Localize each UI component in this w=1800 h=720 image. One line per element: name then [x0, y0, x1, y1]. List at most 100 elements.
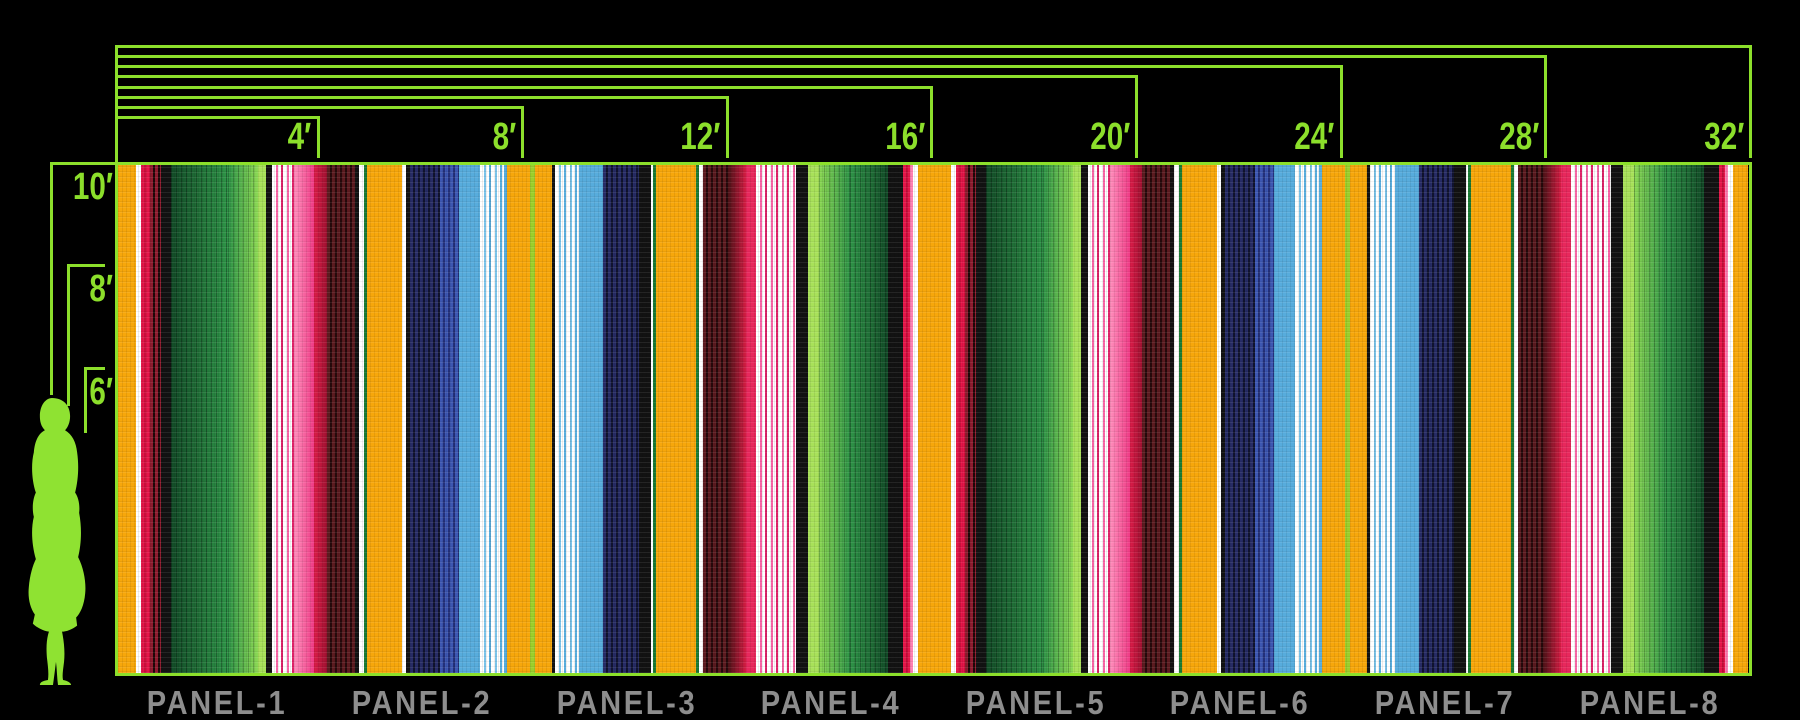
panel-label: PANEL-5 — [930, 684, 1141, 720]
serape-stripe — [150, 165, 161, 673]
serape-stripe — [1110, 165, 1130, 673]
serape-stripe — [258, 165, 266, 673]
serape-stripe — [746, 165, 756, 673]
serape-stripe — [965, 165, 976, 673]
serape-stripe — [656, 165, 696, 673]
serape-stripe — [266, 165, 273, 673]
serape-stripe — [888, 165, 903, 673]
height-tick — [84, 367, 105, 370]
serape-stripe — [1274, 165, 1295, 673]
serape-stripe — [1350, 165, 1367, 673]
serape-stripe — [603, 165, 639, 673]
dimension-drop — [1544, 55, 1547, 158]
serape-stripe — [1088, 165, 1110, 673]
serape-stripe — [1255, 165, 1274, 673]
dimension-drop — [1749, 45, 1752, 158]
dimension-origin-line — [115, 45, 118, 162]
serape-stripe — [535, 165, 552, 673]
serape-stripe — [1623, 165, 1634, 673]
serape-stripe — [1571, 165, 1611, 673]
serape-stripe — [1322, 165, 1345, 673]
serape-stripe — [294, 165, 314, 673]
serape-stripe — [808, 165, 819, 673]
dimension-line — [116, 106, 524, 109]
dimension-drop — [1135, 75, 1138, 158]
dimension-label: 24′ — [1295, 119, 1335, 155]
serape-stripe — [171, 165, 228, 673]
serape-stripe — [1142, 165, 1170, 673]
serape-stripe — [1733, 165, 1748, 673]
serape-stripe — [1561, 165, 1571, 673]
panel-label: PANEL-1 — [112, 684, 323, 720]
panel-label: PANEL-3 — [521, 684, 732, 720]
dimension-line — [116, 86, 933, 89]
serape-stripe — [141, 165, 150, 673]
height-label: 8′ — [58, 272, 113, 306]
serape-stripe — [228, 165, 258, 673]
dimension-drop — [930, 86, 933, 158]
dimension-drop — [1340, 65, 1343, 158]
dimension-label: 20′ — [1090, 119, 1130, 155]
height-tick — [67, 264, 105, 267]
serape-stripe — [480, 165, 504, 673]
panel-label: PANEL-7 — [1339, 684, 1550, 720]
serape-stripe — [459, 165, 480, 673]
serape-stripe — [1454, 165, 1466, 673]
serape-stripe — [1419, 165, 1455, 673]
serape-stripe — [1471, 165, 1511, 673]
serape-stripe — [1543, 165, 1561, 673]
serape-stripes — [118, 165, 1749, 673]
panel-label: PANEL-4 — [726, 684, 937, 720]
serape-stripe — [976, 165, 986, 673]
dimension-drop — [521, 106, 524, 158]
serape-stripe — [1666, 165, 1704, 673]
dimension-label: 12′ — [681, 119, 721, 155]
serape-stripe — [272, 165, 294, 673]
serape-stripe — [1043, 165, 1073, 673]
serape-stripe — [796, 165, 808, 673]
dimension-line — [116, 45, 1752, 48]
serape-stripe — [1370, 165, 1395, 673]
serape-stripe — [1395, 165, 1419, 673]
serape-stripe — [579, 165, 603, 673]
serape-stripe — [1073, 165, 1081, 673]
serape-stripe — [986, 165, 1043, 673]
dimension-label: 16′ — [885, 119, 925, 155]
serape-stripe — [507, 165, 530, 673]
dimension-label: 32′ — [1704, 119, 1744, 155]
serape-stripe — [1719, 165, 1726, 673]
serape-stripe — [850, 165, 888, 673]
serape-stripe — [639, 165, 651, 673]
serape-stripe — [956, 165, 965, 673]
serape-stripe — [1130, 165, 1143, 673]
serape-stripe — [933, 165, 951, 673]
serape-stripe — [1704, 165, 1719, 673]
woman-silhouette — [6, 392, 110, 686]
dimension-line — [116, 75, 1138, 78]
serape-stripe — [327, 165, 355, 673]
serape-stripe — [1518, 165, 1543, 673]
dimension-label: 28′ — [1499, 119, 1539, 155]
height-label: 10′ — [58, 170, 113, 204]
serape-stripe — [1295, 165, 1319, 673]
height-drop — [50, 162, 53, 395]
serape-stripe — [703, 165, 728, 673]
panel-label: PANEL-6 — [1135, 684, 1346, 720]
dimension-drop — [317, 116, 320, 158]
serape-stripe — [314, 165, 327, 673]
serape-stripe — [1225, 165, 1255, 673]
panel-label: PANEL-2 — [316, 684, 527, 720]
serape-stripe — [1182, 165, 1217, 673]
serape-stripe — [1634, 165, 1666, 673]
serape-mural — [115, 162, 1752, 676]
dimension-drop — [726, 96, 729, 158]
dimension-line — [116, 65, 1343, 68]
serape-stripe — [756, 165, 796, 673]
dimension-label: 8′ — [493, 119, 517, 155]
serape-stripe — [903, 165, 910, 673]
serape-panel-diagram: 4′8′12′16′20′24′28′32′ 10′8′6′ PANEL-1PA… — [0, 0, 1800, 720]
panel-label: PANEL-8 — [1544, 684, 1755, 720]
dimension-line — [116, 96, 729, 99]
serape-stripe — [410, 165, 440, 673]
height-tick — [50, 162, 115, 165]
